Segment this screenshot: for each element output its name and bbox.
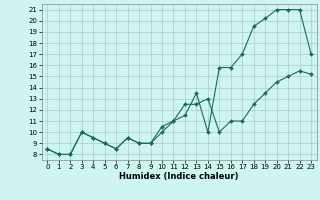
X-axis label: Humidex (Indice chaleur): Humidex (Indice chaleur) bbox=[119, 172, 239, 181]
